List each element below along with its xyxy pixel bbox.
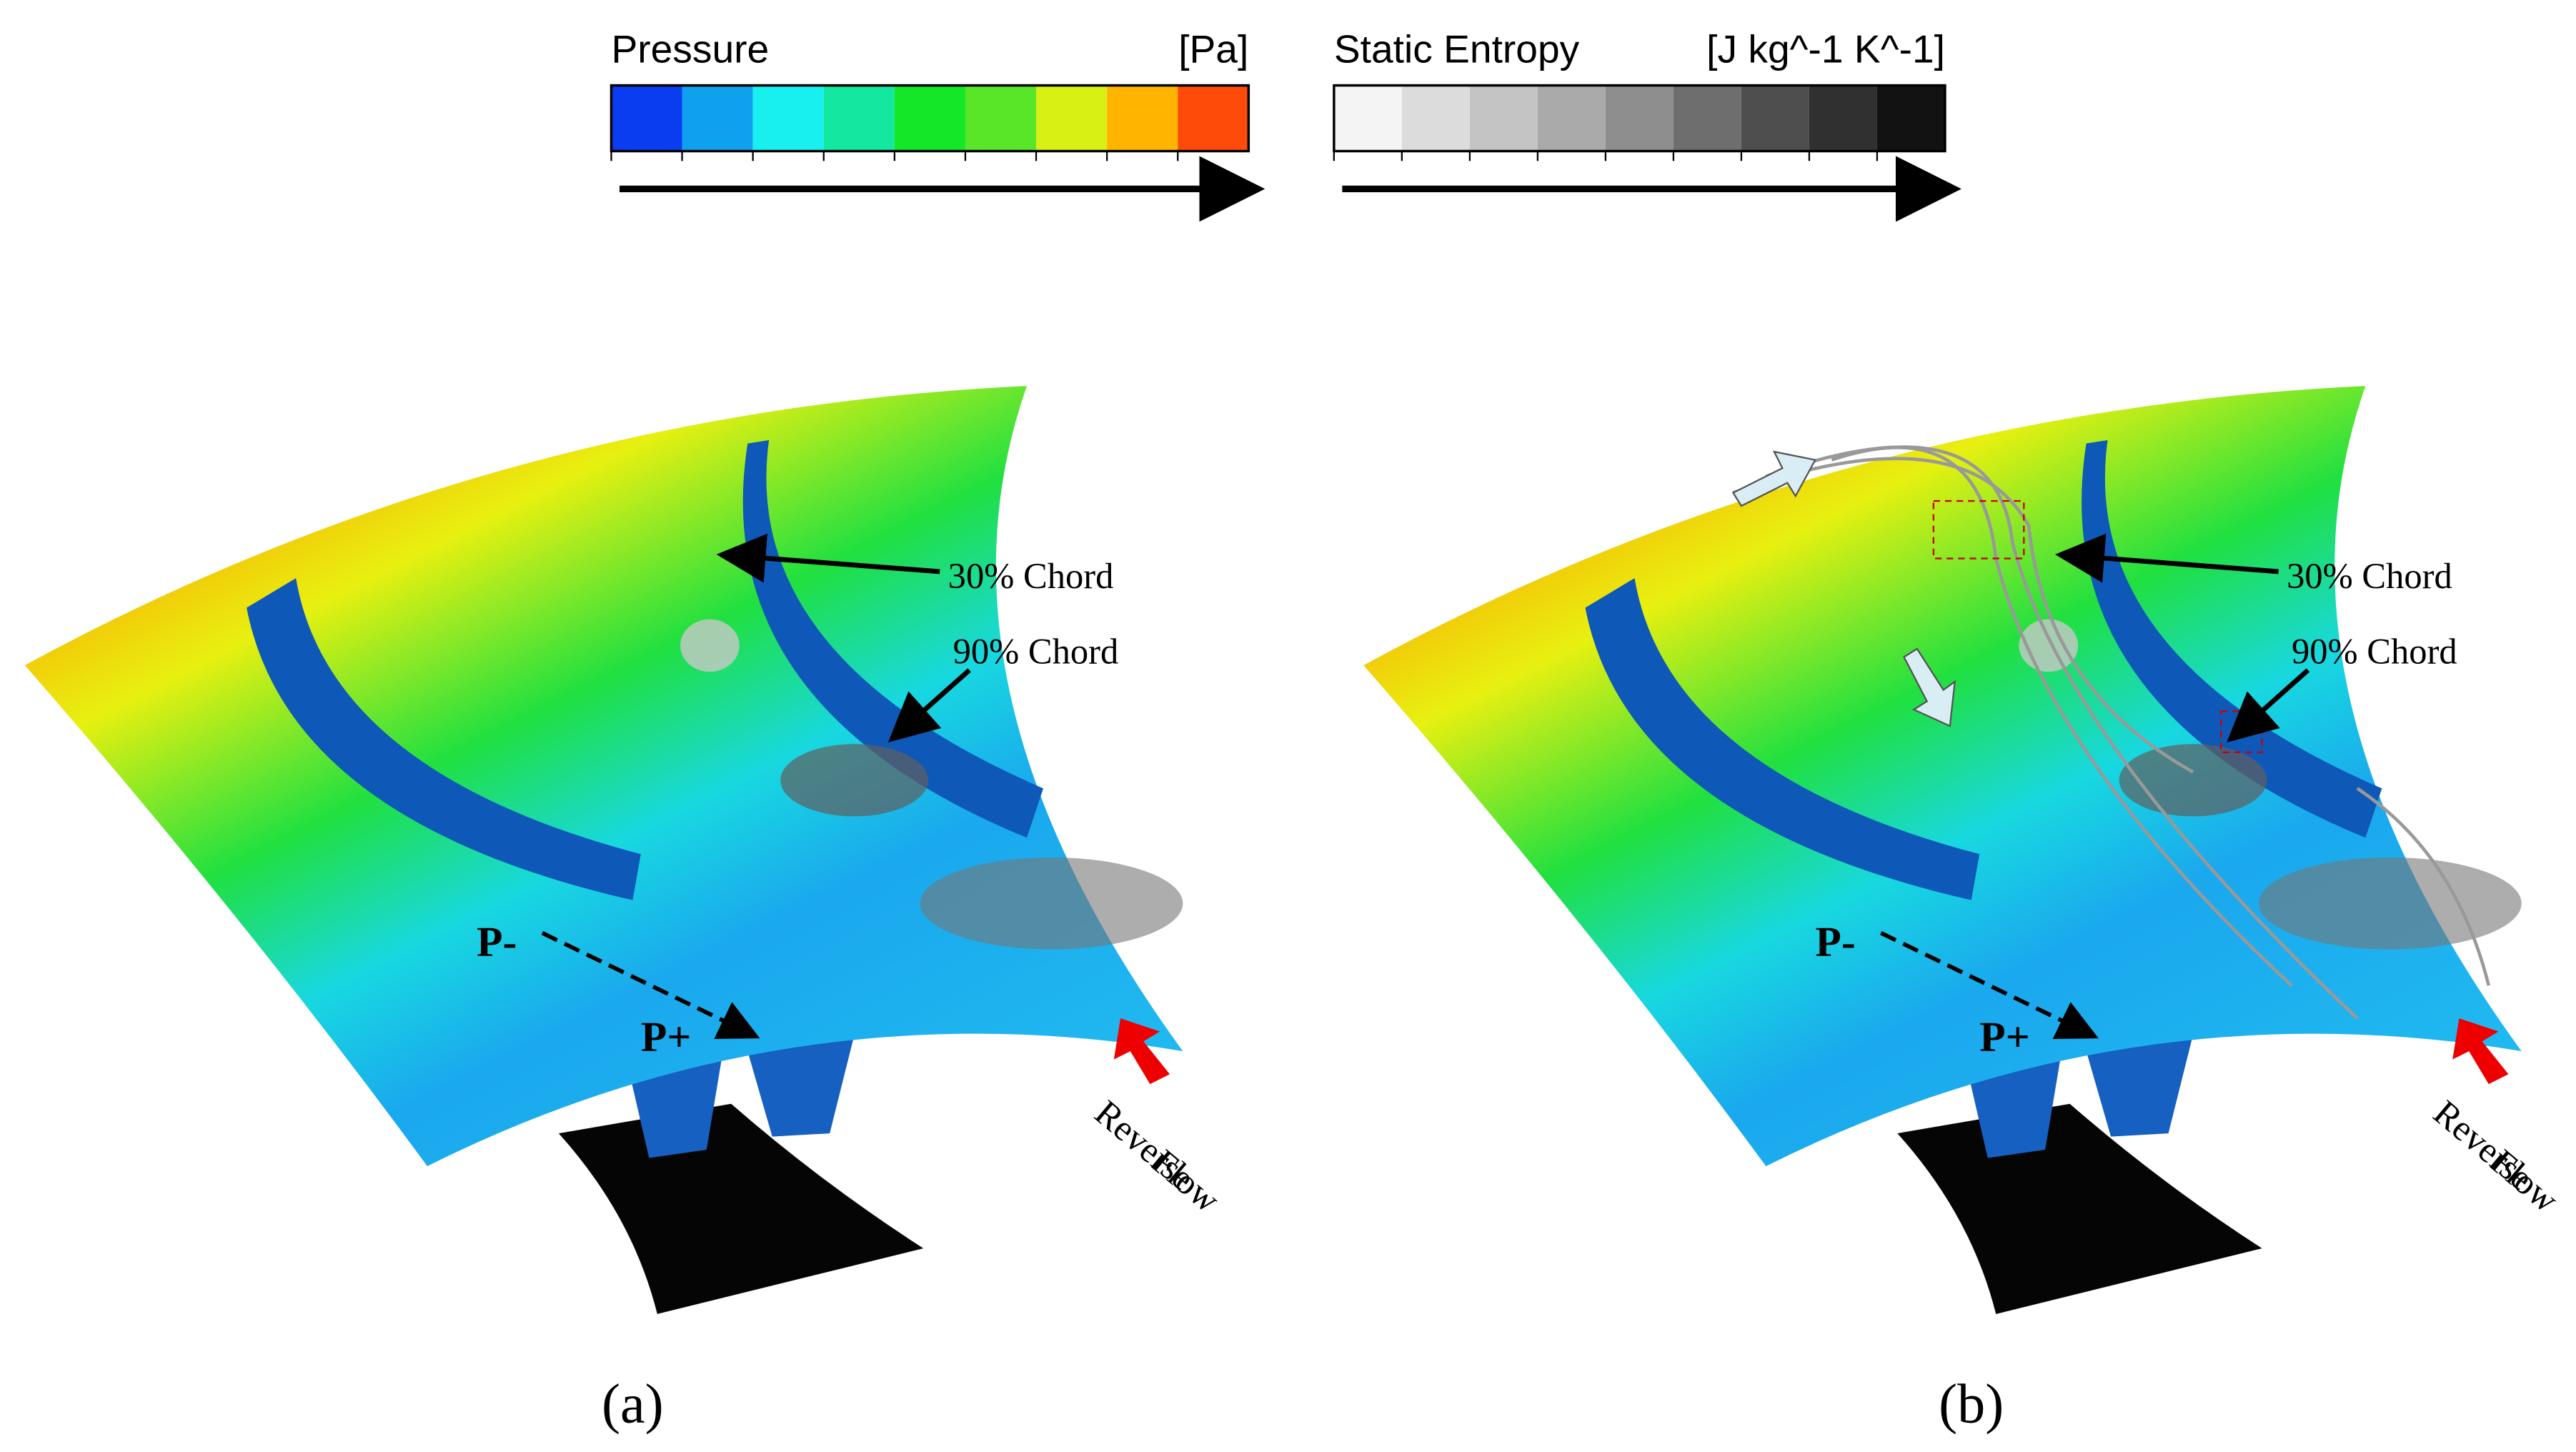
colorbar-cell [1537,85,1606,151]
colorbar-cell [1107,85,1178,151]
colorbar-cell [894,85,965,151]
streamline [2356,787,2491,986]
label: 30% Chord [2287,556,2452,596]
legend-title: Static Entropy [1334,26,1580,71]
flow-arrow [1731,450,1817,507]
streamline [1831,446,2293,987]
vortex [680,619,740,672]
vortex [780,744,929,817]
label: 30% Chord [948,556,1114,596]
colorbar-cell [1036,85,1108,151]
label: P+ [641,1013,692,1060]
label: P+ [1979,1013,2030,1060]
label: P- [477,918,517,965]
vortex [2119,744,2267,817]
colorbar-cell [1673,85,1741,151]
colorbar-cell [965,85,1037,151]
colorbar-cell [1809,85,1877,151]
colorbar-cell [1469,85,1538,151]
colorbar-cell [1333,85,1402,151]
colorbar-cell [1605,85,1674,151]
colorbar-cell [1876,85,1945,151]
streamline [1732,457,2194,774]
blade-stem [2086,1035,2194,1137]
caption: (a) [602,1373,664,1435]
reverse-flow-arrow [1113,1018,1170,1085]
legend-unit: [J kg^-1 K^-1] [1706,26,1945,71]
pressure-gradient-arrow [541,931,760,1039]
pointer [2227,668,2310,742]
colorbar-frame [1333,84,1946,153]
colorbar-cell [752,85,824,151]
pressure-surface [24,386,1183,1167]
pointer [2055,533,2279,583]
reverse-flow-arrow [2452,1018,2509,1085]
vortex [920,857,1183,950]
colorbar-cell [823,85,895,151]
colorbar-cell [611,85,682,151]
colorbar-frame [610,84,1250,153]
colorbar-cell [682,85,753,151]
label: 90% Chord [953,632,1119,672]
blade-stem [747,1035,855,1137]
caption: (b) [1939,1373,2004,1435]
legend-title: Pressure [611,26,769,71]
colorbar-cell [1178,85,1249,151]
pressure-surface [1363,386,2522,1167]
label: 90% Chord [2292,632,2457,672]
label: P- [1815,918,1855,965]
legend-unit: [Pa] [1178,26,1248,71]
colorbar-cell [1741,85,1809,151]
pressure-gradient-arrow [1880,931,2099,1039]
hub [558,1103,924,1314]
flow-arrow [1902,647,1956,727]
hub [1897,1103,2262,1314]
highlight-box [1932,499,2025,560]
pointer [887,668,971,742]
pointer [716,533,940,583]
vortex [2258,857,2522,950]
colorbar-cell [1401,85,1470,151]
blade [1585,578,1980,900]
blade [247,578,641,900]
